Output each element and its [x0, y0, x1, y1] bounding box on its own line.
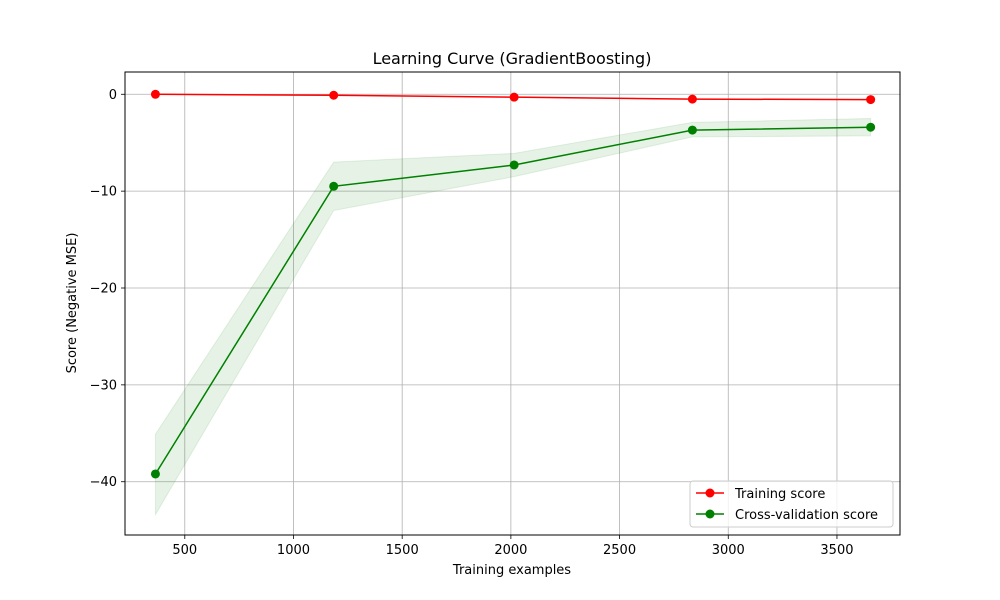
training-score-point: [329, 90, 339, 100]
chart-title: Learning Curve (GradientBoosting): [373, 49, 652, 68]
x-tick-label: 2500: [603, 543, 636, 558]
x-tick-label: 1500: [386, 543, 419, 558]
x-tick-label: 2000: [494, 543, 527, 558]
training-score-point: [687, 94, 697, 104]
cv-score-point: [509, 160, 519, 170]
y-axis-ticks: 0 −10 −20 −30 −40: [90, 88, 125, 490]
y-tick-label: −10: [90, 185, 117, 200]
legend-cv-marker: [705, 509, 715, 519]
x-tick-label: 3500: [820, 543, 853, 558]
cv-score-point: [866, 122, 876, 132]
plot-frame: [124, 71, 901, 536]
x-tick-label: 500: [172, 543, 197, 558]
cv-score-point: [329, 181, 339, 191]
x-tick-label: 1000: [277, 543, 310, 558]
y-tick-label: −40: [90, 475, 117, 490]
training-score-point: [866, 95, 876, 105]
legend: Training score Cross-validation score: [689, 480, 894, 528]
legend-training-label: Training score: [734, 487, 825, 502]
legend-cv-label: Cross-validation score: [735, 508, 878, 523]
training-score-point: [150, 89, 160, 99]
y-tick-label: −30: [90, 378, 117, 393]
data-points: [150, 89, 876, 479]
cv-score-point: [150, 469, 160, 479]
x-axis-label: Training examples: [452, 563, 571, 578]
x-axis-ticks: 500 1000 1500 2000 2500 3000 3500: [172, 535, 854, 558]
y-axis-label: Score (Negative MSE): [65, 233, 80, 374]
cv-score-band: [154, 117, 872, 517]
y-tick-label: −20: [90, 282, 117, 297]
legend-training-marker: [705, 488, 715, 498]
legend-box: [689, 480, 894, 528]
x-tick-label: 3000: [712, 543, 745, 558]
y-tick-label: 0: [109, 88, 117, 103]
training-score-point: [509, 92, 519, 102]
cv-score-point: [687, 125, 697, 135]
